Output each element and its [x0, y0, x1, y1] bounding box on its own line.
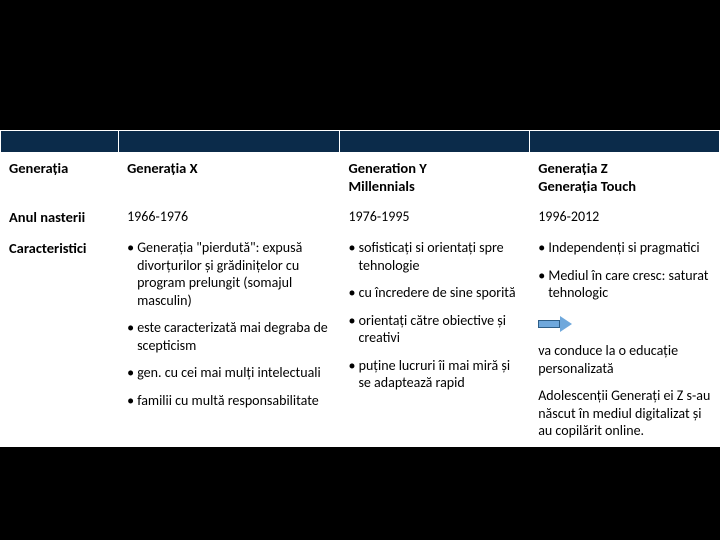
arrow-right-icon [538, 316, 572, 332]
col-header-gen-z: Generația Z Generația Touch [530, 153, 720, 202]
row-label-generation: Generația [1, 153, 119, 202]
birth-year-gen-x: 1966-1976 [119, 202, 340, 233]
gen-y-item: puține lucruri îi mai miră și se adaptea… [348, 357, 521, 392]
row-characteristics: Caracteristici Generația "pierdută": exp… [1, 233, 720, 447]
slide: Generația Generația X Generation Y Mille… [0, 0, 720, 540]
gen-z-item: Independenți si pragmatici [538, 239, 711, 257]
gen-z-item: Mediul în care cresc: saturat tehnologic [538, 267, 711, 302]
row-birth-year: Anul nasterii 1966-1976 1976-1995 1996-2… [1, 202, 720, 233]
gen-y-item: sofisticați si orientați spre tehnologie [348, 239, 521, 274]
birth-year-gen-z: 1996-2012 [530, 202, 720, 233]
gen-z-after-arrow: va conduce la o educație personalizată [538, 342, 711, 377]
gen-z-paragraph: Adolescenții Generați ei Z s-au născut î… [538, 387, 711, 440]
row-label-birth-year: Anul nasterii [1, 202, 119, 233]
characteristics-gen-y: sofisticați si orientați spre tehnologie… [340, 233, 530, 447]
generations-table: Generația Generația X Generation Y Mille… [0, 130, 720, 447]
characteristics-gen-x: Generația "pierdută": expusă divorțurilo… [119, 233, 340, 447]
col-header-gen-x: Generația X [119, 153, 340, 202]
row-label-characteristics: Caracteristici [1, 233, 119, 447]
header-row: Generația Generația X Generation Y Mille… [1, 153, 720, 202]
gen-x-item: Generația "pierdută": expusă divorțurilo… [127, 239, 331, 309]
gen-x-item: gen. cu cei mai mulți intelectuali [127, 364, 331, 382]
gen-y-item: cu încredere de sine sporită [348, 284, 521, 302]
col-header-gen-y: Generation Y Millennials [340, 153, 530, 202]
characteristics-gen-z: Independenți si pragmatici Mediul în car… [530, 233, 720, 447]
gen-x-item: familii cu multă responsabilitate [127, 392, 331, 410]
birth-year-gen-y: 1976-1995 [340, 202, 530, 233]
table-top-band [1, 131, 720, 153]
gen-y-item: orientați către obiective și creativi [348, 312, 521, 347]
gen-x-item: este caracterizată mai degraba de scepti… [127, 319, 331, 354]
